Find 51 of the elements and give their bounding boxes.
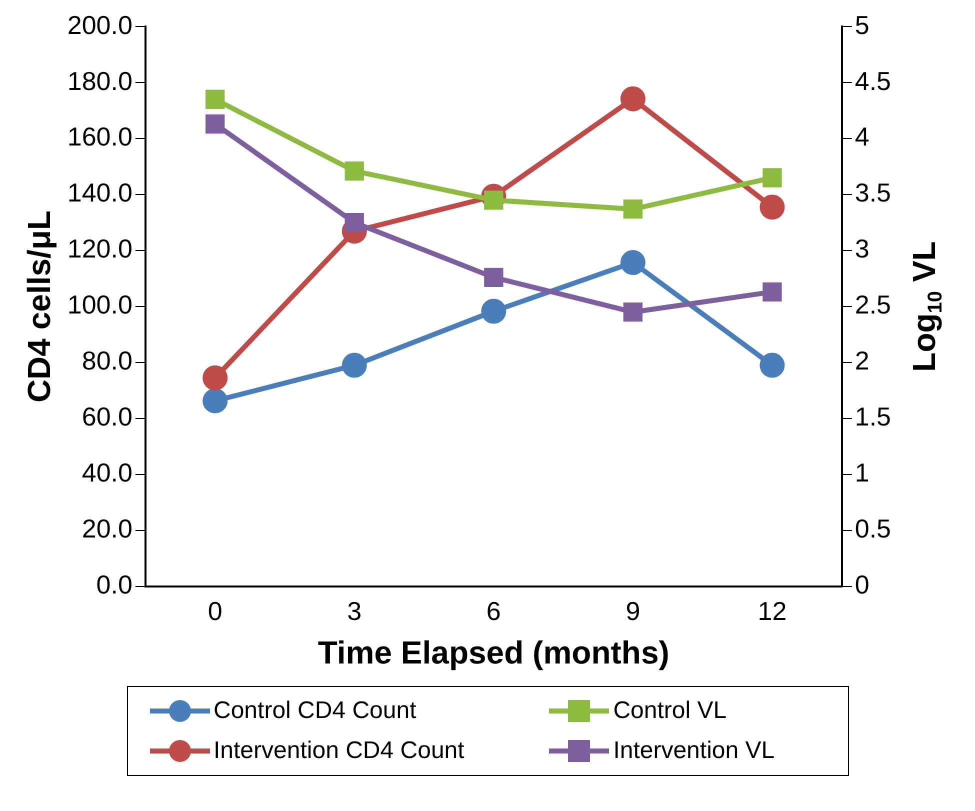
point: [344, 212, 364, 232]
point: [762, 168, 782, 188]
point: [206, 114, 225, 134]
point: [202, 388, 228, 414]
y-tick-label: 80.0: [82, 346, 132, 376]
point: [206, 90, 225, 109]
y2-tick-label: 4: [854, 122, 870, 152]
y-tick-label: 180.0: [67, 66, 132, 96]
legend-label: Intervention VL: [613, 737, 775, 765]
y-tick-label: 20.0: [82, 514, 132, 544]
y2-tick-label: 0.5: [854, 514, 892, 544]
point: [481, 298, 506, 324]
legend-label: Intervention CD4 Count: [214, 737, 464, 765]
y-axis-title: CD4 cells/μL: [21, 210, 58, 403]
y-tick-label: 100.0: [67, 290, 132, 320]
y2-tick-label: 3.5: [854, 178, 892, 208]
y2-tick-label: 1: [854, 458, 870, 488]
point: [344, 161, 364, 181]
point: [762, 282, 782, 302]
point: [620, 86, 646, 112]
legend-label: Control VL: [613, 697, 727, 725]
y-tick-label: 0.0: [96, 570, 132, 600]
x-tick-label: 9: [626, 596, 640, 626]
y2-tick-label: 2: [854, 346, 870, 376]
y2-tick-label: 3: [854, 234, 870, 264]
x-axis-title: Time Elapsed (months): [318, 634, 670, 671]
y2-tick-label: 2.5: [854, 290, 892, 320]
y2-axis-title: Log10 VL: [906, 241, 947, 372]
y2-tick-label: 0: [854, 570, 870, 600]
y-tick-label: 140.0: [67, 178, 132, 208]
x-tick-label: 0: [208, 596, 222, 626]
point: [623, 200, 643, 219]
point: [342, 352, 367, 378]
point: [484, 268, 504, 287]
y2-tick-label: 1.5: [854, 402, 892, 432]
y-tick-label: 40.0: [82, 458, 132, 488]
y2-tick-label: 4.5: [854, 66, 892, 96]
x-tick-label: 6: [486, 596, 501, 626]
point: [202, 365, 228, 390]
y-tick-label: 60.0: [82, 402, 132, 432]
point: [620, 250, 646, 276]
point: [760, 352, 785, 378]
y2-tick-label: 5: [854, 10, 870, 40]
point: [760, 194, 785, 220]
y-tick-label: 120.0: [67, 234, 132, 264]
legend-label: Control CD4 Count: [214, 697, 416, 725]
x-tick-label: 3: [347, 596, 362, 626]
point: [623, 302, 643, 322]
y-tick-label: 160.0: [67, 122, 132, 152]
x-tick-label: 12: [758, 596, 787, 626]
y-tick-label: 200.0: [67, 10, 132, 40]
